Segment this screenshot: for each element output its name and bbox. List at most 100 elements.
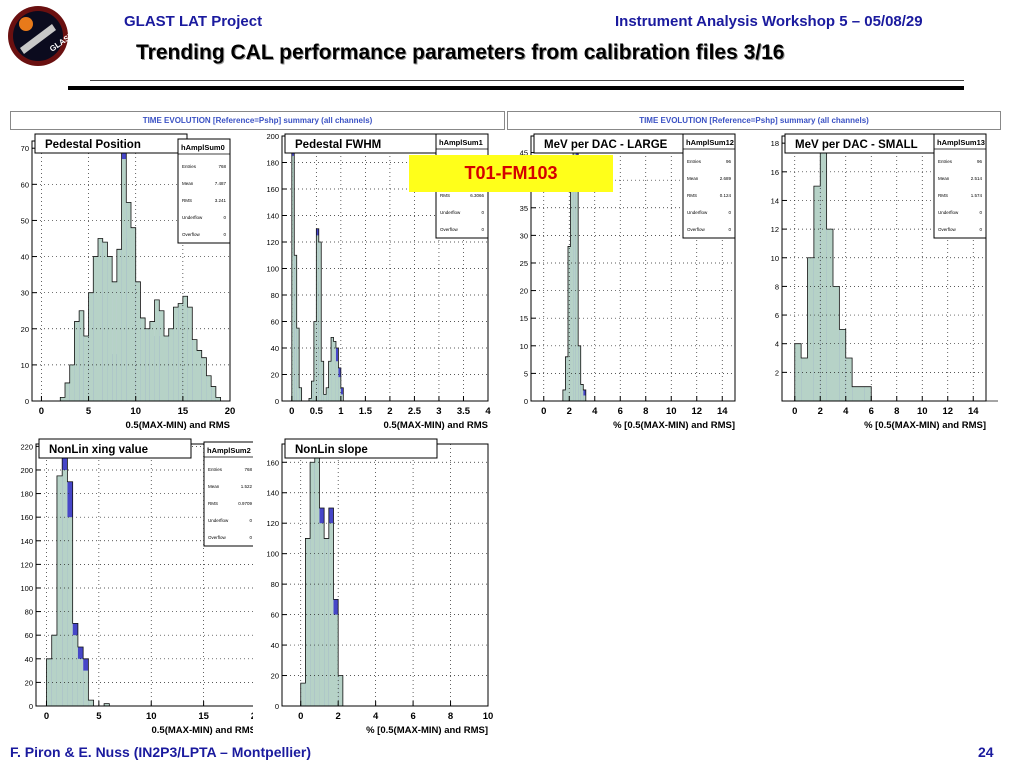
y-tick-label: 20: [25, 678, 33, 687]
histogram-bin: [305, 538, 311, 706]
y-tick-label: 0: [275, 397, 279, 406]
stats-label: Overflow: [208, 535, 227, 540]
y-tick-label: 8: [775, 282, 779, 291]
y-tick-label: 100: [266, 265, 279, 274]
stats-value: 0: [481, 210, 484, 215]
x-tick-label: 4: [592, 406, 598, 417]
stats-label: Overflow: [687, 227, 706, 232]
x-tick-label: 5: [96, 711, 102, 722]
histogram-bin: [323, 394, 327, 401]
histogram-bin: [839, 329, 846, 401]
stats-value: 2.689: [720, 176, 732, 181]
histogram-bin: [104, 703, 110, 706]
chart-nonlin-xing-value: 051015200204060801001201401601802002200.…: [10, 436, 253, 736]
panel-banner-right: TIME EVOLUTION [Reference=Pshp] summary …: [507, 111, 1001, 130]
histogram-bin: [801, 358, 808, 401]
stats-box-name: hAmplSum0: [181, 143, 225, 152]
page-title: Trending CAL performance parameters from…: [136, 41, 785, 64]
x-axis-label: 0.5(MAX-MIN) and RMS: [384, 420, 489, 431]
y-tick-label: 160: [20, 513, 33, 522]
histogram-bin: [192, 339, 197, 401]
stats-label: Underflow: [687, 210, 708, 215]
x-tick-label: 0: [541, 406, 546, 417]
y-tick-label: 0: [275, 702, 279, 711]
histogram-bin: [72, 635, 78, 706]
histogram-bin: [116, 249, 122, 401]
y-tick-label: 2: [775, 368, 779, 377]
x-tick-label: 3: [436, 406, 441, 417]
histogram-bin: [813, 186, 821, 401]
stats-label: RMS: [208, 501, 218, 506]
histogram-bin: [820, 143, 827, 401]
y-tick-label: 30: [21, 289, 29, 298]
chart-title: MeV per DAC - LARGE: [544, 139, 668, 151]
stats-value: 2.514: [971, 176, 983, 181]
stats-value: 1.522: [241, 484, 253, 489]
x-tick-label: 0.5: [310, 406, 324, 417]
stats-value: 0: [223, 232, 226, 237]
x-tick-label: 14: [717, 406, 728, 417]
y-tick-label: 60: [271, 611, 279, 620]
footer-page-number: 24: [978, 744, 994, 760]
histogram-bin: [807, 257, 814, 401]
y-tick-label: 25: [520, 259, 528, 268]
y-tick-label: 5: [524, 369, 528, 378]
histogram-bin: [102, 242, 108, 401]
histogram-bin: [135, 281, 141, 401]
stats-label: Overflow: [938, 227, 957, 232]
stats-box: [177, 138, 231, 244]
y-tick-label: 220: [20, 442, 33, 451]
header-divider-thin: [90, 80, 964, 81]
x-tick-label: 14: [968, 406, 979, 417]
y-tick-label: 140: [266, 212, 279, 221]
y-tick-label: 18: [771, 139, 779, 148]
stats-value: 768: [244, 467, 252, 472]
histogram-bin: [74, 321, 80, 401]
x-tick-label: 0: [792, 406, 797, 417]
x-tick-label: 10: [483, 711, 494, 722]
y-tick-label: 16: [771, 168, 779, 177]
x-axis-label: % [0.5(MAX-MIN) and RMS]: [864, 420, 986, 431]
x-tick-label: 0: [289, 406, 294, 417]
y-tick-label: 45: [520, 149, 528, 158]
histogram-bin: [333, 341, 336, 401]
x-tick-label: 6: [869, 406, 874, 417]
stats-box-name: hAmplSum13: [937, 138, 985, 147]
x-tick-label: 2: [818, 406, 823, 417]
histogram-bin: [321, 361, 324, 401]
stats-value: 7.487: [215, 181, 227, 186]
histogram-bin: [140, 317, 146, 401]
histogram-bin: [316, 235, 319, 401]
workshop-name: Instrument Analysis Workshop 5 – 05/08/2…: [615, 13, 923, 30]
x-tick-label: 8: [894, 406, 899, 417]
histogram-bin: [60, 397, 65, 401]
stats-label: Mean: [182, 181, 194, 186]
stats-value: 768: [218, 164, 226, 169]
x-tick-label: 12: [942, 406, 953, 417]
stats-value: 0: [249, 518, 252, 523]
histogram-bin: [93, 256, 98, 401]
chart-mev-per-dac-large: 02468101214051015202530354045% [0.5(MAX-…: [507, 131, 747, 436]
stats-label: Mean: [687, 176, 699, 181]
panel-banner-left: TIME EVOLUTION [Reference=Pshp] summary …: [10, 111, 505, 130]
histogram-bin: [326, 387, 329, 401]
histogram-bin: [340, 394, 344, 401]
histogram-bin: [206, 375, 212, 401]
stats-label: Mean: [938, 176, 950, 181]
x-tick-label: 10: [130, 406, 141, 417]
histogram-bin: [88, 700, 94, 706]
histogram-bin: [79, 310, 84, 401]
stats-label: RMS: [938, 193, 948, 198]
y-tick-label: 0: [25, 397, 29, 406]
stats-value: 0: [979, 227, 982, 232]
histogram-bin: [570, 191, 574, 401]
x-tick-label: 3.5: [457, 406, 471, 417]
histogram-bin: [121, 159, 127, 401]
y-tick-label: 6: [775, 311, 779, 320]
y-tick-label: 40: [271, 641, 279, 650]
x-tick-label: 8: [643, 406, 648, 417]
stats-value: 3.241: [215, 198, 227, 203]
chart-pedestal-position: 0 5 10 15 20 0 10 20 30 40 50 60 70 0.5(MAX-MIN) and …: [10, 131, 253, 436]
histogram-bin: [845, 358, 853, 401]
x-tick-label: 20: [225, 406, 236, 417]
